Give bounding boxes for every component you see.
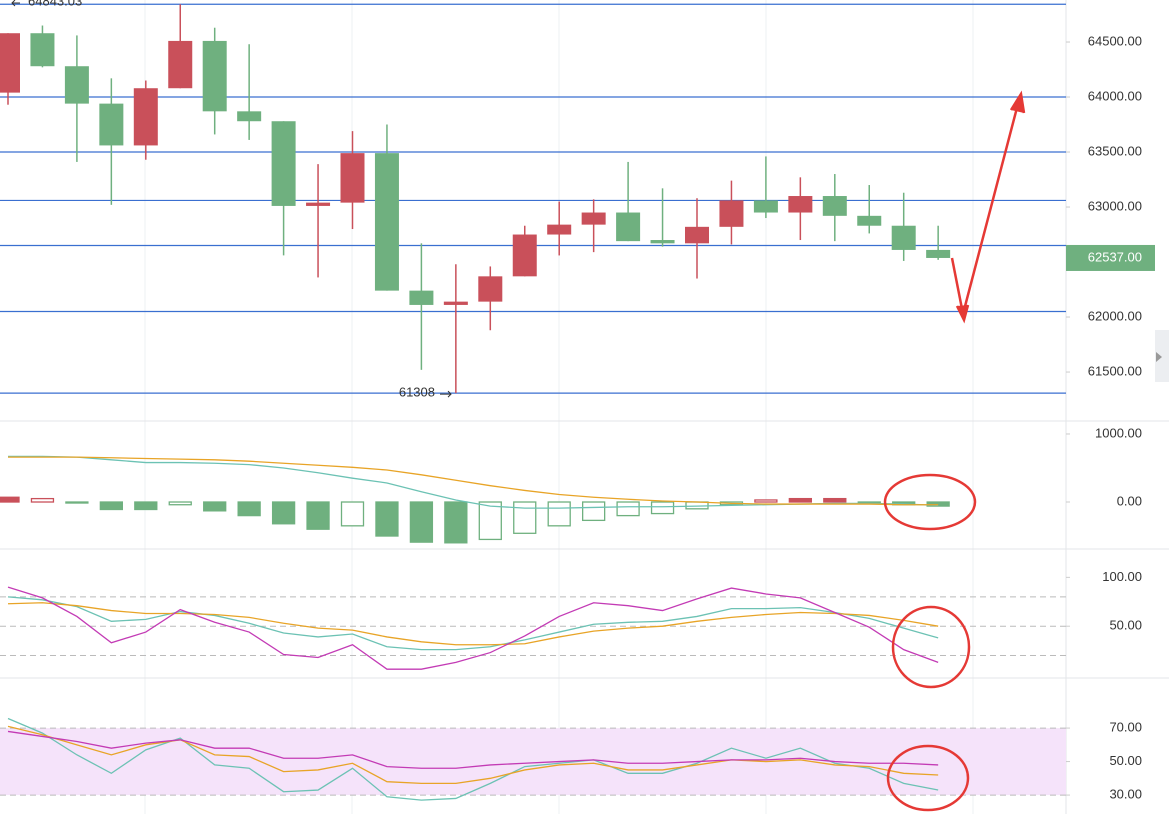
- indicator-line: [7, 730, 939, 769]
- y-tick-label: 0.00: [1117, 493, 1142, 508]
- last-price-box: [1066, 244, 1155, 271]
- macd-bar: [203, 501, 227, 512]
- y-tick-label: 50.00: [1109, 618, 1142, 633]
- macd-bar: [788, 497, 812, 503]
- low-arrow: [440, 390, 452, 398]
- candle-body: [237, 111, 262, 122]
- y-tick-label: 63000.00: [1088, 198, 1142, 213]
- candle-body: [547, 224, 572, 235]
- candle-body: [306, 202, 331, 206]
- macd-bar: [582, 501, 606, 522]
- y-tick-label: 50.00: [1109, 753, 1142, 768]
- macd-bar: [547, 501, 571, 527]
- y-tick-label: 64000.00: [1088, 88, 1142, 103]
- candle-body: [30, 33, 55, 67]
- y-tick-label: 30.00: [1109, 787, 1142, 802]
- low-label: 61308: [399, 385, 435, 400]
- candle-body: [581, 212, 606, 225]
- macd-bar: [616, 501, 640, 517]
- candle-body: [685, 226, 709, 244]
- indicator-line: [7, 725, 939, 784]
- candle-body: [64, 66, 89, 104]
- candle-body: [753, 200, 778, 213]
- macd-bar: [306, 501, 330, 530]
- high-arrow: [11, 0, 20, 7]
- y-tick-label: 61500.00: [1088, 363, 1142, 378]
- vertical-grid: [144, 0, 974, 814]
- candle-body: [478, 276, 503, 302]
- macd-bar: [30, 497, 55, 503]
- indicator-line: [7, 602, 939, 646]
- candle-body: [374, 153, 399, 291]
- macd-bar: [65, 501, 89, 504]
- candle-body: [857, 215, 882, 226]
- y-tick-label: 100.00: [1102, 569, 1142, 584]
- y-tick-label: 62000.00: [1088, 308, 1142, 323]
- high-label: 64843.03: [28, 0, 82, 9]
- macd-bar: [444, 501, 468, 544]
- macd-bar: [99, 501, 123, 511]
- macd-bar: [478, 501, 502, 541]
- candle-body: [271, 121, 296, 206]
- macd-bar: [237, 501, 261, 517]
- candle-body: [409, 290, 434, 305]
- candle-body: [340, 153, 365, 203]
- candle-body: [926, 249, 951, 258]
- candle-body: [891, 225, 916, 250]
- scroll-arrow: [1156, 352, 1162, 362]
- indicator-line: [7, 586, 939, 670]
- y-tick-label: 63500.00: [1088, 143, 1142, 158]
- macd-bar: [340, 501, 365, 527]
- candle-body: [202, 40, 227, 112]
- candle-body: [99, 103, 124, 146]
- macd-bar: [513, 501, 537, 534]
- macd-bar: [926, 501, 950, 507]
- macd-bar: [650, 501, 675, 515]
- indicator-line: [8, 456, 939, 506]
- band: [0, 728, 1066, 796]
- candle-body: [512, 234, 537, 277]
- candle-body: [133, 88, 158, 146]
- candle-body: [719, 200, 744, 227]
- candle-body: [168, 40, 193, 89]
- macd-bar: [271, 501, 296, 525]
- indicator-line: [7, 596, 939, 651]
- plot: 64500.00 64000.00 63500.00 63000.00 62000.00…: [0, 0, 1155, 802]
- macd-bar: [409, 501, 434, 543]
- y-tick-label: 1000.00: [1095, 425, 1142, 440]
- y-tick-label: 70.00: [1109, 720, 1142, 735]
- macd-bar: [168, 501, 192, 506]
- macd-bar: [134, 501, 158, 511]
- macd-bar: [375, 501, 399, 537]
- candle-body: [0, 33, 20, 93]
- candle-body: [443, 301, 468, 305]
- macd-bar: [754, 499, 778, 503]
- annotations: [883, 90, 1026, 812]
- macd-bar: [823, 497, 847, 503]
- macd-bar: [0, 496, 20, 503]
- scroll-tab[interactable]: [1155, 330, 1169, 382]
- last-price-label: 62537.00: [1088, 249, 1142, 264]
- candle-body: [822, 196, 847, 216]
- indicator-line: [7, 717, 939, 801]
- candle-body: [650, 240, 675, 244]
- candle-body: [616, 212, 641, 242]
- y-tick-label: 64500.00: [1088, 33, 1142, 48]
- candle-body: [788, 196, 813, 213]
